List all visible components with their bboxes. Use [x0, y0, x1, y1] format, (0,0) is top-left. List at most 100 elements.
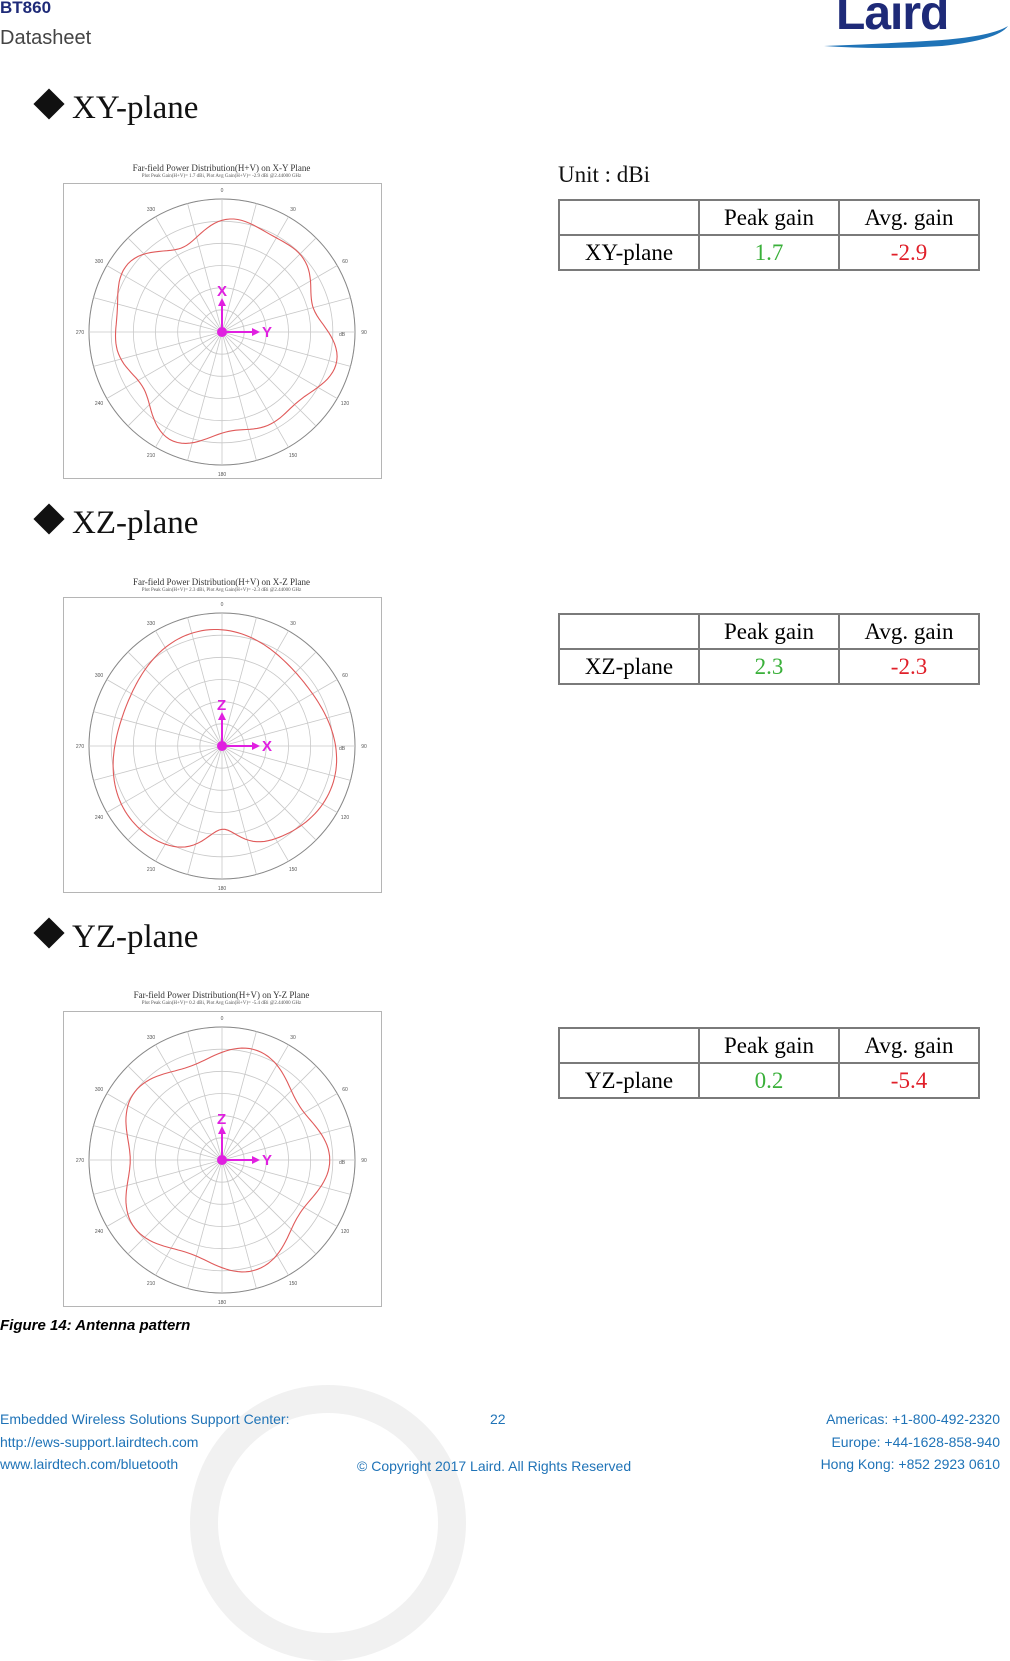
logo-text: Laird — [836, 0, 949, 40]
plot-subtitle-yz: Plot Peak Gain(H+V)= 0.2 dBi, Plot Avg G… — [141, 1001, 302, 1006]
polar-spoke — [221, 216, 289, 333]
unit-label: dB — [339, 1160, 346, 1166]
angle-label: 180 — [218, 472, 227, 478]
angle-label: 240 — [95, 401, 104, 407]
arrow-head-icon — [218, 712, 226, 720]
axis-label-horizontal: X — [262, 738, 272, 755]
polar-spoke — [93, 331, 223, 367]
peak-gain-header: Peak gain — [698, 1027, 840, 1064]
page-number: 22 — [490, 1411, 506, 1427]
footer-americas: Americas: +1-800-492-2320 — [826, 1411, 1000, 1427]
laird-logo: Laird — [822, 0, 1010, 52]
angle-label: 210 — [147, 453, 156, 459]
plot-title-yz: Far-field Power Distribution(H+V) on Y-Z… — [133, 990, 310, 1000]
angle-label: 330 — [147, 621, 156, 627]
diamond-bullet-icon — [33, 917, 65, 949]
angle-label: 90 — [361, 330, 367, 336]
diamond-bullet-icon — [33, 88, 65, 120]
angle-label: 60 — [342, 673, 348, 679]
radiation-pattern-curve — [112, 628, 338, 848]
polar-spoke — [221, 745, 351, 781]
angle-label: 30 — [290, 621, 296, 627]
angle-label: 0 — [221, 602, 224, 608]
peak-gain-value: 0.2 — [698, 1062, 840, 1099]
polar-spoke — [221, 1159, 289, 1276]
copyright: © Copyright 2017 Laird. All Rights Reser… — [357, 1458, 632, 1474]
polar-spoke — [221, 745, 257, 875]
plot-subtitle-xy: Plot Peak Gain(H+V)= 1.7 dBi, Plot Avg G… — [141, 174, 302, 179]
arrow-head-icon — [252, 742, 260, 750]
row-label: YZ-plane — [558, 1062, 700, 1099]
diamond-bullet-icon — [33, 503, 65, 535]
polar-plot-xz: 0 30 60 90 120 150 180 210 240 270 300 330 dB X Z — [63, 597, 382, 893]
angle-label: 300 — [95, 1087, 104, 1093]
polar-spoke — [221, 331, 257, 461]
angle-label: 30 — [290, 1035, 296, 1041]
polar-spoke — [93, 1125, 223, 1161]
radiation-pattern-curve — [114, 218, 338, 444]
product-title: BT860 — [0, 0, 52, 17]
avg-gain-value: -5.4 — [838, 1062, 980, 1099]
angle-label: 120 — [341, 815, 350, 821]
unit-label: dB — [339, 746, 346, 752]
polar-spoke — [221, 1159, 351, 1195]
polar-spoke — [127, 745, 223, 841]
angle-label: 60 — [342, 1087, 348, 1093]
polar-spoke — [155, 216, 223, 333]
polar-spoke — [155, 1159, 223, 1276]
section-heading-xz: XZ-plane — [33, 503, 198, 542]
axis-label-horizontal: Y — [262, 324, 272, 341]
peak-gain-header: Peak gain — [698, 199, 840, 236]
section-heading-xy: XY-plane — [33, 88, 198, 127]
peak-gain-value: 2.3 — [698, 648, 840, 685]
polar-spoke — [127, 331, 223, 427]
angle-label: 150 — [289, 1281, 298, 1287]
arrow-head-icon — [252, 328, 260, 336]
footer-europe: Europe: +44-1628-858-940 — [831, 1434, 1000, 1450]
gain-table-xz: Peak gain Avg. gain XZ-plane 2.3 -2.3 — [558, 613, 980, 685]
polar-spoke — [127, 237, 223, 333]
footer-web-link[interactable]: www.lairdtech.com/bluetooth — [0, 1456, 179, 1472]
gain-table-yz: Peak gain Avg. gain YZ-plane 0.2 -5.4 — [558, 1027, 980, 1099]
arrow-head-icon — [218, 1126, 226, 1134]
section-heading-yz: YZ-plane — [33, 917, 198, 956]
angle-label: 180 — [218, 1300, 227, 1306]
polar-spoke — [221, 331, 289, 448]
gain-table-xy: Peak gain Avg. gain XY-plane 1.7 -2.9 — [558, 199, 980, 271]
angle-label: 270 — [76, 1158, 85, 1164]
polar-spoke — [221, 1125, 351, 1161]
polar-spoke — [221, 203, 257, 333]
avg-gain-header: Avg. gain — [838, 1027, 980, 1064]
angle-label: 150 — [289, 867, 298, 873]
polar-spoke — [221, 1093, 338, 1161]
angle-label: 30 — [290, 207, 296, 213]
polar-spoke — [221, 711, 351, 747]
angle-label: 0 — [221, 188, 224, 194]
polar-spoke — [155, 745, 223, 862]
polar-spoke — [221, 679, 338, 747]
angle-label: 300 — [95, 259, 104, 265]
polar-plot-xy: 0 30 60 90 120 150 180 210 240 270 300 330 dB Y X — [63, 183, 382, 479]
polar-spoke — [221, 745, 289, 862]
unit-label: dB — [339, 332, 346, 338]
polar-spoke — [221, 331, 317, 427]
polar-spoke — [106, 745, 223, 813]
polar-spoke — [155, 331, 223, 448]
polar-spoke — [106, 679, 223, 747]
peak-gain-header: Peak gain — [698, 613, 840, 650]
angle-label: 210 — [147, 867, 156, 873]
footer-support-link[interactable]: http://ews-support.lairdtech.com — [0, 1434, 199, 1450]
angle-label: 240 — [95, 815, 104, 821]
avg-gain-value: -2.9 — [838, 234, 980, 271]
axis-label-horizontal: Y — [262, 1152, 272, 1169]
polar-spoke — [221, 1159, 257, 1289]
angle-label: 210 — [147, 1281, 156, 1287]
axis-label-vertical: Z — [217, 697, 226, 714]
polar-spoke — [221, 265, 338, 333]
footer-hongkong: Hong Kong: +852 2923 0610 — [820, 1456, 1000, 1472]
polar-spoke — [221, 651, 317, 747]
polar-plot-yz: 0 30 60 90 120 150 180 210 240 270 300 330 dB Y Z — [63, 1011, 382, 1307]
polar-spoke — [221, 1031, 257, 1161]
polar-spoke — [93, 711, 223, 747]
origin-marker — [217, 327, 227, 337]
